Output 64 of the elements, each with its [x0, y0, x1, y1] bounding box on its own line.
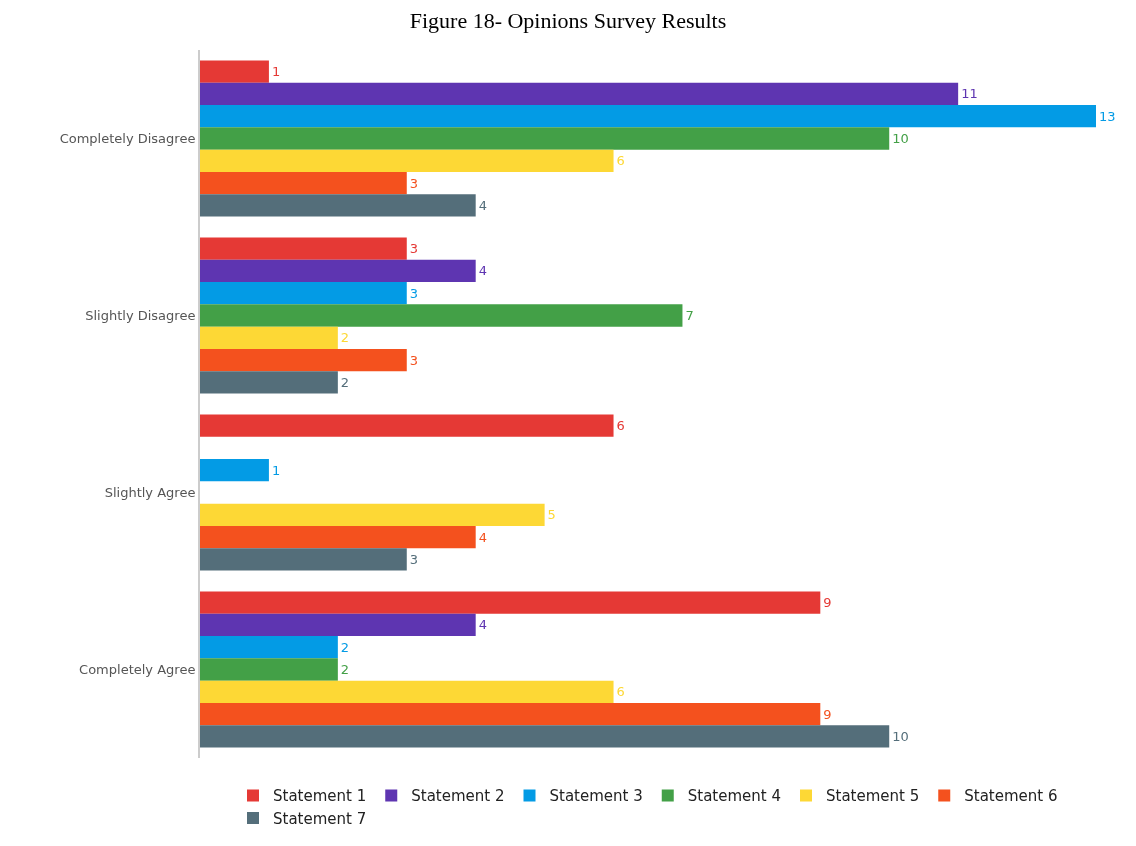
data-label: 4 — [478, 617, 487, 633]
data-label: 4 — [478, 529, 487, 545]
data-label: 6 — [616, 418, 625, 434]
bar — [200, 304, 683, 327]
bar — [200, 60, 269, 83]
bar — [200, 548, 407, 571]
bar — [200, 171, 407, 195]
data-label: 2 — [340, 374, 350, 390]
bar — [200, 282, 407, 305]
data-label: 3 — [409, 285, 419, 301]
legend-label: Statement 3 — [549, 787, 643, 806]
chart-title: Figure 18- Opinions Survey Results — [409, 8, 727, 34]
bar — [200, 326, 338, 349]
data-label: 3 — [409, 551, 419, 567]
data-label: 11 — [961, 86, 978, 102]
data-label: 6 — [616, 684, 625, 700]
data-label: 2 — [340, 330, 350, 346]
bar — [200, 82, 959, 106]
data-label: 7 — [685, 308, 694, 323]
legend-label: Statement 5 — [826, 787, 920, 806]
data-label: 9 — [823, 595, 832, 611]
data-label: 4 — [478, 197, 487, 213]
data-label: 9 — [823, 706, 832, 722]
data-label: 5 — [547, 507, 556, 523]
bar — [200, 591, 821, 614]
bar — [200, 658, 338, 681]
data-label: 4 — [478, 263, 487, 279]
legend-label: Statement 1 — [273, 787, 367, 806]
bar — [200, 237, 407, 260]
data-label: 1 — [271, 462, 281, 478]
bar — [200, 348, 407, 372]
bar — [200, 127, 890, 150]
bar — [200, 613, 476, 637]
bar — [200, 503, 545, 526]
data-label: 2 — [340, 662, 350, 677]
legend-label: Statement 4 — [687, 787, 781, 806]
bar — [200, 259, 476, 283]
data-label: 6 — [616, 153, 625, 169]
bar — [200, 725, 890, 748]
bar — [200, 194, 476, 217]
bar — [200, 105, 1096, 128]
data-label: 3 — [409, 175, 419, 191]
data-label: 10 — [892, 728, 909, 744]
bar — [200, 149, 614, 172]
bar — [200, 414, 614, 437]
data-label: 3 — [409, 241, 419, 257]
data-label: 13 — [1099, 108, 1116, 124]
bar — [200, 680, 614, 703]
bar — [200, 371, 338, 394]
data-label: 1 — [271, 64, 281, 80]
legend-label: Statement 7 — [273, 809, 367, 828]
y-tick-label: Slightly Agree — [104, 485, 196, 501]
bar — [200, 702, 821, 726]
y-tick-label: Completely Agree — [79, 662, 196, 678]
bar — [200, 525, 476, 549]
data-label: 2 — [340, 639, 350, 655]
y-tick-label: Completely Disagree — [59, 131, 196, 147]
y-tick-label: Slightly Disagree — [85, 308, 196, 324]
bar — [200, 459, 269, 482]
legend-label: Statement 2 — [411, 787, 505, 806]
legend-label: Statement 6 — [964, 787, 1058, 806]
bar — [200, 636, 338, 659]
data-label: 10 — [892, 131, 909, 146]
data-label: 3 — [409, 352, 419, 368]
